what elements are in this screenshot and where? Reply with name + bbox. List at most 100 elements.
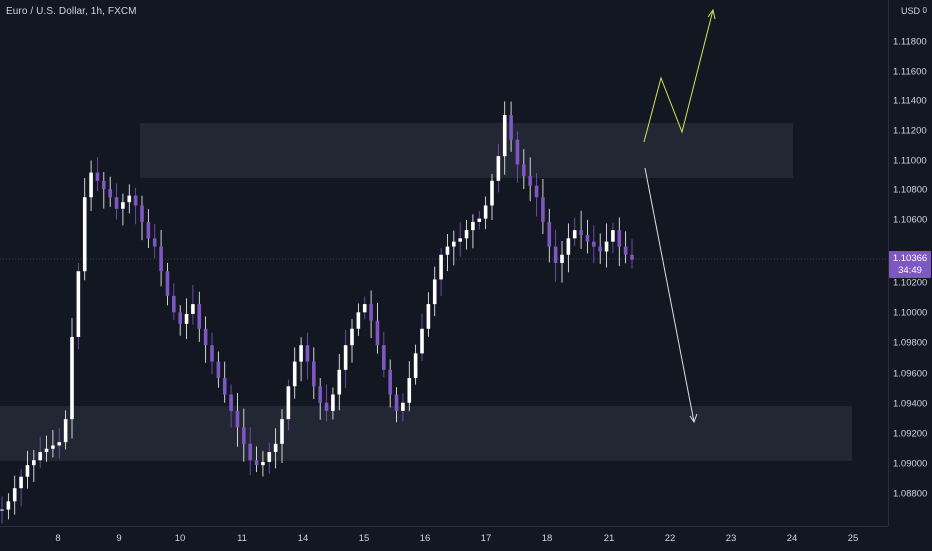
candle-body (108, 189, 112, 198)
candle-body (630, 254, 634, 260)
candle-body (292, 361, 297, 387)
time-label: 18 (541, 533, 553, 544)
candle-body (159, 246, 163, 272)
candle-body (299, 345, 303, 362)
candle-body (464, 230, 469, 239)
price-label: 1.08800 (893, 488, 928, 500)
bar-countdown: 34:49 (898, 265, 922, 276)
last-price-tag: 1.10366 34:49 (889, 251, 931, 278)
candles-group (0, 101, 634, 524)
candle-body (6, 501, 11, 510)
candle-body (566, 238, 571, 255)
time-label: 17 (480, 533, 492, 544)
price-axis[interactable]: USD 0 1.11800 1.11600 1.11400 1.11200 1.… (888, 0, 932, 526)
candle-body (541, 197, 545, 222)
candle-body (579, 230, 583, 236)
candle-body (318, 386, 322, 403)
time-label: 22 (664, 533, 676, 544)
candle-body (89, 172, 93, 198)
candle-body (51, 445, 55, 449)
candle-body (553, 246, 558, 263)
candle-body (458, 238, 462, 242)
candle-body (273, 443, 278, 453)
candle-body (178, 312, 182, 324)
time-label: 10 (174, 533, 186, 544)
candle-body (32, 460, 36, 466)
time-label: 21 (603, 533, 615, 544)
candle-body (19, 476, 23, 489)
candle-body (121, 202, 125, 209)
candle-body (152, 238, 157, 247)
candle-body (254, 460, 259, 466)
candle-body (57, 442, 62, 446)
candle-body (375, 320, 380, 346)
candle-body (617, 230, 622, 247)
time-label: 14 (297, 533, 309, 544)
candle-body (210, 345, 214, 362)
time-label: 11 (237, 533, 247, 544)
candle-body (611, 230, 615, 242)
candle-body (0, 509, 4, 511)
candle-body (477, 218, 482, 222)
candle-body (515, 139, 520, 165)
candle-body (114, 197, 119, 209)
candle-body (534, 185, 539, 198)
candle-body (331, 394, 335, 411)
candle-body (420, 328, 424, 354)
candle-body (305, 345, 310, 362)
candle-body (261, 461, 265, 466)
candle-body (172, 295, 176, 313)
time-label: 24 (786, 533, 798, 544)
candle-body (502, 115, 507, 157)
bullish-arrow-head (707, 8, 716, 20)
candle-body (490, 180, 494, 206)
resistance-zone[interactable] (140, 123, 793, 178)
candle-body (598, 246, 602, 252)
candle-body (146, 221, 151, 239)
price-label: 1.11000 (893, 155, 927, 167)
time-axis[interactable]: 8 9 10 11 14 15 16 17 18 21 22 23 24 25 (0, 526, 888, 551)
price-label: 1.11800 (893, 36, 927, 48)
chart-canvas[interactable] (0, 0, 888, 526)
candle-body (242, 427, 246, 444)
candle-body (133, 195, 138, 206)
candle-body (191, 304, 195, 314)
candle-body (38, 452, 42, 461)
bullish-projection-path[interactable] (643, 9, 714, 143)
candle-body (382, 345, 386, 370)
price-label: 1.11600 (893, 66, 927, 78)
bearish-arrow-head (689, 413, 698, 424)
candle-body (452, 241, 456, 247)
candle-body (95, 172, 100, 181)
candle-body (528, 175, 532, 186)
time-label: 23 (725, 533, 737, 544)
time-label: 9 (116, 533, 122, 544)
chart-area[interactable]: Euro / U.S. Dollar, 1h, FXCM (0, 0, 888, 526)
currency-label: USD 0 (901, 6, 927, 16)
support-zone[interactable] (0, 406, 852, 461)
candle-body (312, 361, 316, 387)
candle-body (102, 180, 106, 190)
price-label: 1.10800 (893, 184, 928, 196)
candle-body (471, 221, 475, 231)
time-label: 25 (847, 533, 859, 544)
candle-body (12, 488, 17, 502)
price-label: 1.11200 (893, 125, 927, 137)
bearish-projection-arrow[interactable] (644, 167, 695, 423)
candle-body (229, 394, 233, 411)
price-label: 1.10000 (893, 307, 928, 319)
candle-body (76, 271, 81, 337)
candle-body (82, 197, 87, 272)
candle-body (394, 394, 399, 411)
candle-body (522, 164, 526, 176)
candle-body (483, 205, 488, 219)
candle-body (248, 443, 252, 461)
candle-body (401, 402, 405, 411)
candle-body (592, 241, 596, 247)
candle-body (369, 304, 373, 321)
candle-body (413, 353, 418, 379)
candle-body (572, 230, 577, 239)
candle-body (216, 361, 221, 379)
candle-body (509, 115, 513, 140)
candle-body (350, 328, 354, 346)
